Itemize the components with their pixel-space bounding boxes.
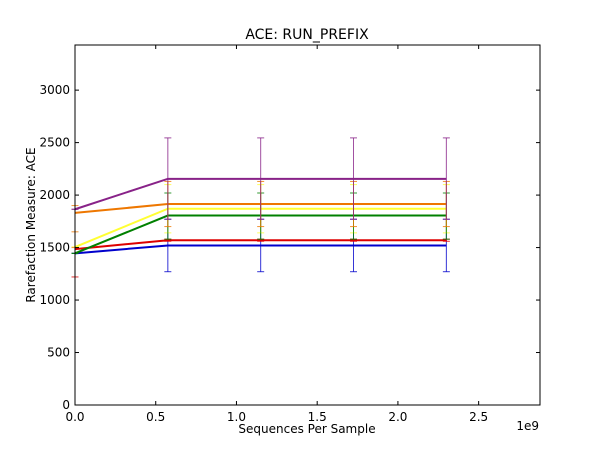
x-tick-label: 2.5 (469, 410, 488, 424)
x-tick-label: 0.0 (65, 410, 84, 424)
plot-frame (74, 44, 541, 406)
series-line-6 (74, 177, 447, 211)
x-tick-label: 2.0 (388, 410, 407, 424)
x-axis-offset-label: 1e9 (516, 419, 539, 433)
x-tick-label: 1.5 (308, 410, 327, 424)
y-axis-label: Rarefaction Measure: ACE (24, 147, 38, 302)
y-tick-label: 1000 (39, 293, 70, 307)
ticks-group: 0.0 0.5 1.0 1.5 2.0 2.5 0 500 1000 1500 2000 2500 30… (39, 45, 540, 424)
x-tick-label: 0.5 (146, 410, 165, 424)
y-tick-label: 3000 (39, 83, 70, 97)
y-tick-label: 2500 (39, 136, 70, 150)
series-group (71, 137, 450, 278)
y-tick-label: 500 (47, 346, 70, 360)
y-tick-label: 0 (62, 398, 70, 412)
y-tick-label: 2000 (39, 188, 70, 202)
series-line-1 (74, 244, 447, 255)
x-tick-label: 1.0 (227, 410, 246, 424)
x-axis-label: Sequences Per Sample (238, 422, 375, 436)
series-line-2 (74, 239, 447, 251)
y-tick-label: 1500 (39, 241, 70, 255)
chart-title: ACE: RUN_PREFIX (245, 27, 369, 43)
